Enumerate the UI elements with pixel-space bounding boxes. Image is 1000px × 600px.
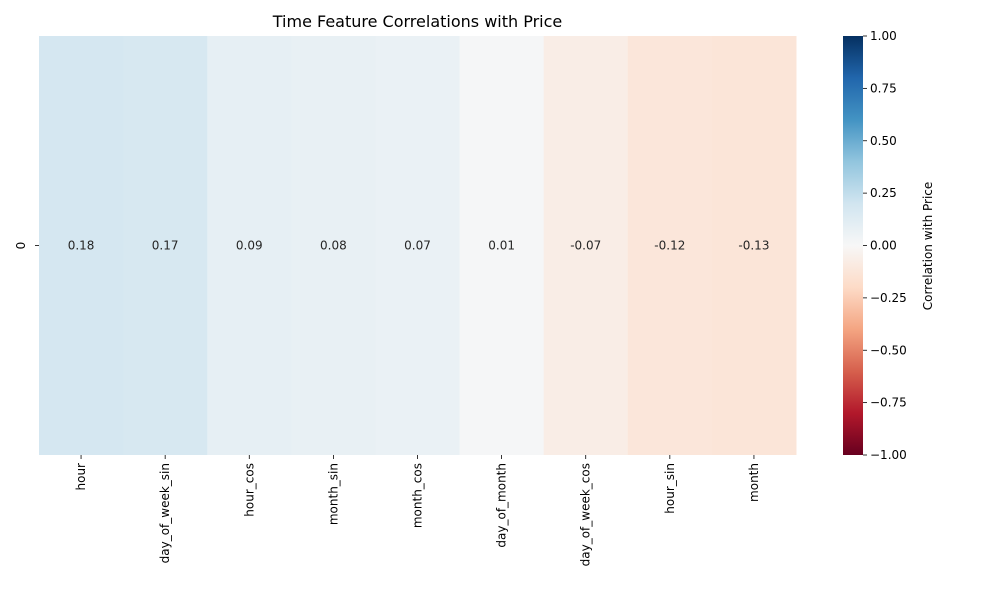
- heatmap-cell-hour_cos: [207, 36, 292, 455]
- x-tick-label: month_sin: [326, 463, 340, 525]
- colorbar-tick-label: 0.75: [870, 81, 897, 95]
- heatmap-cell-hour: [39, 36, 124, 455]
- x-tick-label: hour_sin: [663, 463, 677, 514]
- heatmap-cell-month_cos: [375, 36, 461, 455]
- cell-value-label: 0.08: [320, 239, 347, 253]
- x-tick-label: month: [747, 463, 761, 502]
- heatmap-cell-day_of_month: [459, 36, 545, 455]
- colorbar-tick-label: −1.00: [870, 448, 907, 462]
- x-tick-label: day_of_week_cos: [579, 463, 593, 566]
- cell-value-label: 0.07: [404, 239, 431, 253]
- colorbar-tick-label: 0.50: [870, 134, 897, 148]
- cell-value-label: -0.07: [570, 239, 601, 253]
- colorbar-tick-label: 0.00: [870, 239, 897, 253]
- colorbar-label: Correlation with Price: [921, 182, 935, 311]
- heatmap-cell-hour_sin: [627, 36, 713, 455]
- x-tick-label: month_cos: [411, 463, 425, 528]
- cell-value-label: 0.09: [236, 239, 263, 253]
- y-axis-ticks: 0: [14, 242, 39, 250]
- cell-value-label: -0.12: [654, 239, 685, 253]
- colorbar-tick-label: −0.50: [870, 343, 907, 357]
- chart-title: Time Feature Correlations with Price: [272, 12, 563, 31]
- cell-value-label: -0.13: [738, 239, 769, 253]
- heatmap-cell-month_sin: [291, 36, 376, 455]
- heatmap-cell-day_of_week_sin: [123, 36, 208, 455]
- colorbar: 1.00 0.75 0.50 0.25 0.00 −0.25 −0.50 −0.75 −1.00…: [843, 29, 935, 462]
- x-axis-ticks: hour day_of_week_sin hour_cos month_sin mont…: [74, 455, 761, 566]
- x-tick-label: day_of_week_sin: [158, 463, 172, 563]
- colorbar-tick-label: −0.25: [870, 291, 907, 305]
- heatmap-cell-month: [711, 36, 797, 455]
- cell-value-label: 0.17: [152, 239, 179, 253]
- x-tick-label: hour_cos: [242, 463, 256, 517]
- heatmap-cells: 0.18 0.17 0.09 0.08 0.07 0.01 -0.07 -0.12 -0.13: [39, 36, 797, 455]
- x-tick-label: hour: [74, 463, 88, 491]
- colorbar-tick-label: −0.75: [870, 396, 907, 410]
- heatmap-cell-day_of_week_cos: [543, 36, 629, 455]
- colorbar-ticks: 1.00 0.75 0.50 0.25 0.00 −0.25 −0.50 −0.75 −1.00: [863, 29, 907, 462]
- cell-value-label: 0.01: [488, 239, 515, 253]
- cell-value-label: 0.18: [68, 239, 95, 253]
- y-tick-label: 0: [14, 242, 28, 250]
- colorbar-tick-label: 0.25: [870, 186, 897, 200]
- colorbar-gradient: [843, 36, 863, 455]
- colorbar-tick-label: 1.00: [870, 29, 897, 43]
- x-tick-label: day_of_month: [495, 463, 509, 548]
